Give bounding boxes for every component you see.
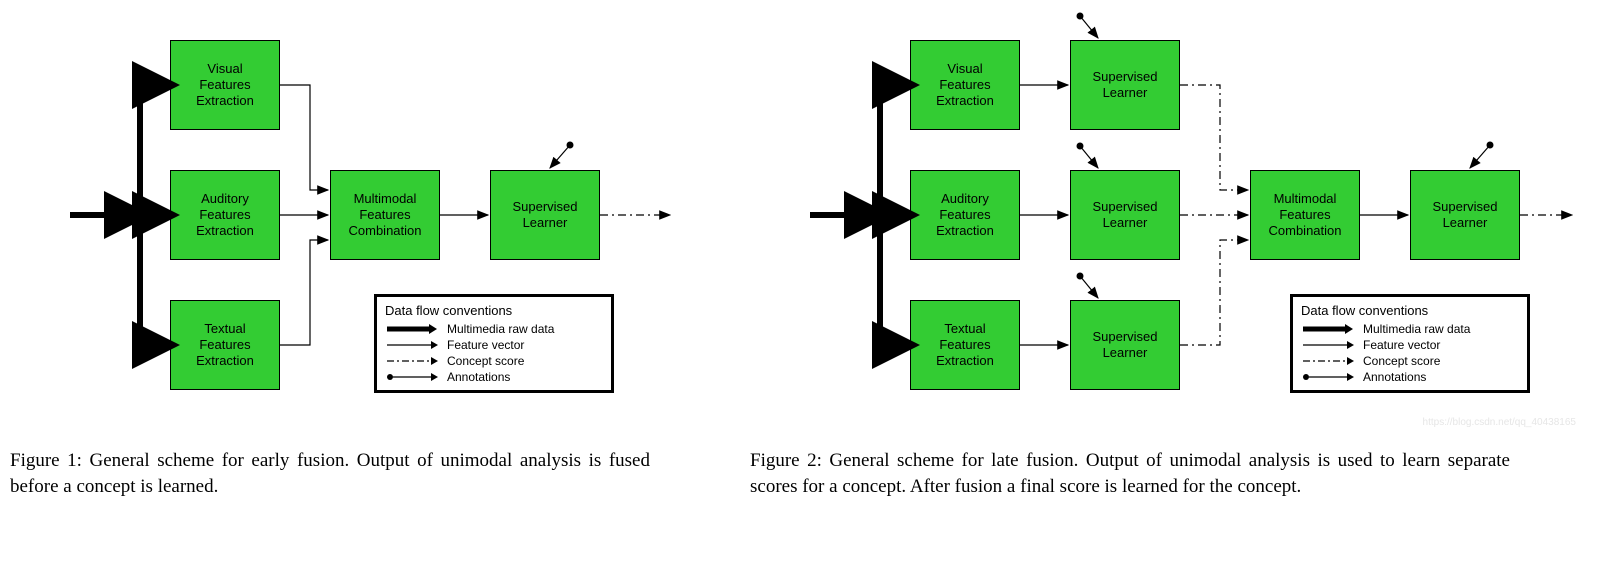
- legend-box: Data flow conventions Multimedia raw dat…: [1290, 294, 1530, 393]
- node-supervised-learner: SupervisedLearner: [490, 170, 600, 260]
- node-auditory-features: AuditoryFeaturesExtraction: [170, 170, 280, 260]
- legend-feature-label: Feature vector: [1363, 338, 1440, 352]
- figure-2-diagram: VisualFeaturesExtraction AuditoryFeature…: [750, 10, 1580, 430]
- legend-row-score: Concept score: [385, 354, 603, 368]
- legend-row-score: Concept score: [1301, 354, 1519, 368]
- legend-annotation-label: Annotations: [1363, 370, 1426, 384]
- figure-1: VisualFeaturesExtraction AuditoryFeature…: [10, 10, 690, 499]
- legend-raw-label: Multimedia raw data: [447, 322, 554, 336]
- figures-row: VisualFeaturesExtraction AuditoryFeature…: [10, 10, 1602, 499]
- node-visual-features: VisualFeaturesExtraction: [910, 40, 1020, 130]
- node-supervised-learner-2: SupervisedLearner: [1070, 170, 1180, 260]
- arrow-annotation-sl2: [1080, 146, 1098, 168]
- arrow-textual-to-combo: [280, 240, 328, 345]
- arrow-annotation-final: [1470, 145, 1490, 168]
- legend-annotation-icon: [385, 370, 439, 384]
- arrow-sl1-to-combo: [1180, 85, 1248, 190]
- arrow-annotation-sl3: [1080, 276, 1098, 298]
- figure-1-caption: Figure 1: General scheme for early fusio…: [10, 448, 650, 499]
- figure-2: VisualFeaturesExtraction AuditoryFeature…: [750, 10, 1580, 499]
- legend-title: Data flow conventions: [1301, 303, 1519, 318]
- arrow-sl3-to-combo: [1180, 240, 1248, 345]
- node-multimodal-combination: MultimodalFeaturesCombination: [1250, 170, 1360, 260]
- legend-row-raw: Multimedia raw data: [385, 322, 603, 336]
- legend-annotation-label: Annotations: [447, 370, 510, 384]
- legend-row-raw: Multimedia raw data: [1301, 322, 1519, 336]
- arrow-annotation-to-learner: [550, 145, 570, 168]
- legend-row-annotation: Annotations: [1301, 370, 1519, 384]
- legend-raw-icon: [385, 322, 439, 336]
- legend-row-feature: Feature vector: [1301, 338, 1519, 352]
- figure-2-caption: Figure 2: General scheme for late fusion…: [750, 448, 1510, 499]
- arrow-annotation-sl1: [1080, 16, 1098, 38]
- node-multimodal-combination: MultimodalFeaturesCombination: [330, 170, 440, 260]
- annotation-dot: [567, 142, 574, 149]
- legend-score-label: Concept score: [1363, 354, 1440, 368]
- node-supervised-learner-3: SupervisedLearner: [1070, 300, 1180, 390]
- node-supervised-learner-final: SupervisedLearner: [1410, 170, 1520, 260]
- legend-row-feature: Feature vector: [385, 338, 603, 352]
- watermark: https://blog.csdn.net/qq_40438165: [1423, 417, 1576, 428]
- node-auditory-features: AuditoryFeaturesExtraction: [910, 170, 1020, 260]
- node-supervised-learner-1: SupervisedLearner: [1070, 40, 1180, 130]
- legend-feature-icon: [385, 338, 439, 352]
- node-textual-features: TextualFeaturesExtraction: [910, 300, 1020, 390]
- arrow-visual-to-combo: [280, 85, 328, 190]
- legend-box: Data flow conventions Multimedia raw dat…: [374, 294, 614, 393]
- legend-raw-label: Multimedia raw data: [1363, 322, 1470, 336]
- legend-feature-label: Feature vector: [447, 338, 524, 352]
- node-visual-features: VisualFeaturesExtraction: [170, 40, 280, 130]
- node-textual-features: TextualFeaturesExtraction: [170, 300, 280, 390]
- legend-score-icon: [385, 354, 439, 368]
- legend-row-annotation: Annotations: [385, 370, 603, 384]
- figure-1-diagram: VisualFeaturesExtraction AuditoryFeature…: [10, 10, 690, 430]
- legend-title: Data flow conventions: [385, 303, 603, 318]
- legend-score-label: Concept score: [447, 354, 524, 368]
